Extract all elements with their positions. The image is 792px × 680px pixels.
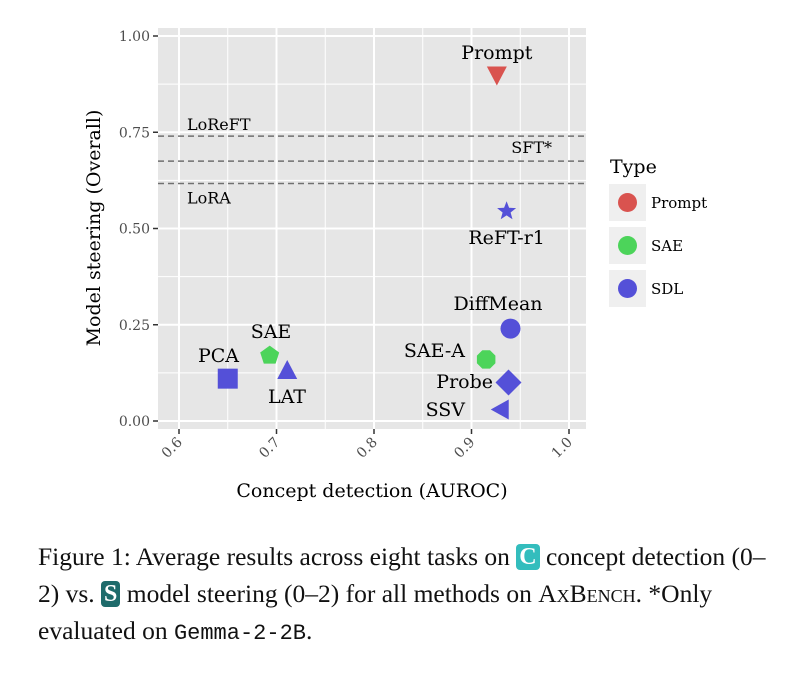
caption-suffix: . [305, 616, 313, 645]
data-points [217, 66, 522, 420]
ref-line-label: LoRA [187, 188, 231, 207]
point-probe-marker [495, 369, 522, 396]
point-ssv-label: SSV [426, 399, 466, 421]
ref-line-label: LoReFT [187, 115, 251, 134]
point-prompt-marker [486, 66, 507, 86]
concept-detection-badge: C [516, 544, 540, 570]
x-tick-label: 0.6 [159, 434, 186, 461]
legend-title: Type [610, 156, 657, 178]
figure-caption: Figure 1: Average results across eight t… [38, 538, 778, 652]
x-tick-label: 0.9 [451, 435, 478, 462]
legend-label-sae: SAE [651, 237, 683, 255]
benchmark-name: AxBench [538, 579, 636, 608]
legend-label-prompt: Prompt [651, 194, 707, 212]
point-diffmean-marker [500, 318, 521, 339]
x-tick-label: 1.0 [549, 435, 576, 462]
point-ssv-marker [490, 399, 509, 420]
point-pca-label: PCA [198, 345, 239, 367]
point-diffmean-label: DiffMean [453, 293, 542, 315]
y-tick-label: 0.75 [119, 125, 150, 141]
point-probe-label: Probe [436, 371, 493, 393]
point-prompt-label: Prompt [461, 42, 532, 64]
point-sae-a-label: SAE-A [404, 340, 465, 362]
caption-part4: . *Only evaluated on [38, 579, 713, 645]
legend: Type Prompt SAE SDL [609, 156, 707, 307]
y-axis: 0.00 0.25 0.50 0.75 1.00 [119, 29, 158, 430]
y-tick-label: 1.00 [119, 29, 150, 45]
legend-label-sdl: SDL [651, 280, 683, 298]
point-sae-label: SAE [251, 321, 292, 343]
caption-part2: concept detection (0–2) vs. [38, 542, 766, 608]
y-tick-label: 0.25 [119, 318, 150, 334]
point-sae-marker [260, 345, 280, 364]
x-axis: 0.6 0.7 0.8 0.9 1.0 [159, 429, 576, 462]
y-tick-label: 0.00 [119, 414, 150, 430]
y-tick-label: 0.50 [119, 222, 150, 238]
caption-prefix: Figure 1: Average results across eight t… [38, 542, 517, 571]
ref-line-label: SFT* [511, 138, 552, 157]
point-lat-marker [277, 359, 298, 379]
legend-key-prompt [618, 193, 637, 212]
legend-key-sae [618, 236, 637, 255]
reference-lines: LoReFT SFT* LoRA [158, 115, 586, 207]
legend-key-sdl [618, 279, 637, 298]
x-tick-label: 0.7 [256, 435, 283, 462]
point-labels: Prompt ReFT-r1 DiffMean SAE-A Probe SSV PCA SAE… [198, 42, 545, 421]
x-tick-label: 0.8 [354, 435, 381, 462]
point-lat-label: LAT [268, 386, 306, 408]
model-name: Gemma-2-2B [173, 621, 306, 646]
point-pca-marker [217, 368, 238, 389]
point-reft-r1-label: ReFT-r1 [468, 227, 545, 249]
model-steering-badge: S [101, 581, 121, 607]
point-sae-a-marker [476, 350, 496, 369]
point-reft-r1-marker [497, 201, 517, 220]
caption-part3: model steering (0–2) for all methods on [120, 579, 539, 608]
y-axis-title: Model steering (Overall) [83, 110, 105, 347]
x-axis-title: Concept detection (AUROC) [236, 480, 507, 502]
